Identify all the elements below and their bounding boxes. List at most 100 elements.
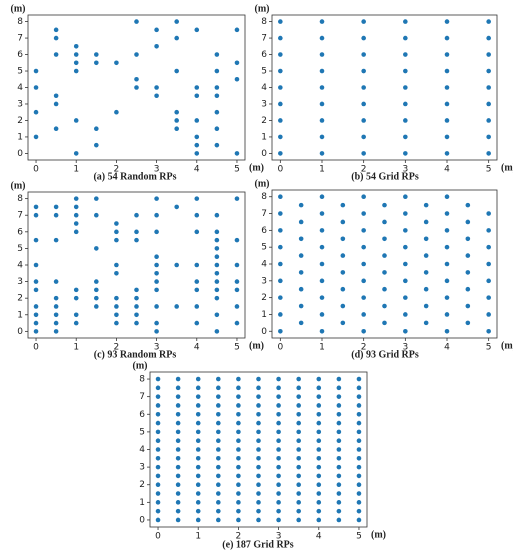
rp-point — [356, 438, 362, 443]
rp-point — [234, 262, 240, 268]
rp-point — [236, 411, 241, 417]
x-tick-label: 4 — [444, 165, 450, 175]
rp-point — [94, 279, 99, 284]
rp-point — [444, 228, 450, 233]
rp-point — [276, 376, 281, 382]
rp-point — [236, 420, 241, 426]
rp-point — [216, 447, 221, 452]
rp-point — [33, 279, 39, 284]
rp-point — [403, 261, 408, 267]
rp-point — [73, 295, 79, 301]
rp-point — [336, 482, 342, 488]
y-tick-label: 1 — [261, 310, 267, 320]
rp-point — [356, 420, 362, 426]
rp-point — [194, 287, 200, 293]
rp-point — [361, 19, 366, 24]
rp-point — [319, 85, 325, 90]
rp-point — [444, 52, 450, 57]
rp-point — [486, 211, 491, 216]
rp-point — [356, 447, 362, 452]
rp-point — [195, 385, 201, 391]
rp-point — [194, 142, 200, 148]
rp-point — [403, 328, 408, 334]
rp-point — [236, 429, 241, 435]
rp-point — [336, 394, 342, 399]
rp-point — [94, 142, 99, 148]
rp-point — [154, 304, 159, 309]
rp-point — [73, 320, 79, 326]
x-tick-label: 0 — [33, 343, 39, 353]
rp-point — [175, 429, 181, 435]
rp-point — [234, 279, 240, 284]
rp-point — [195, 429, 201, 435]
rp-point — [33, 262, 39, 268]
rp-point — [356, 473, 362, 479]
rp-point — [319, 278, 325, 284]
x-tick-label: 1 — [73, 165, 79, 175]
rp-point — [175, 411, 181, 417]
rp-point — [340, 286, 346, 292]
rp-point — [356, 500, 362, 505]
rp-point — [134, 212, 139, 218]
rp-point — [256, 429, 261, 435]
rp-point — [234, 287, 240, 293]
rp-point — [114, 109, 119, 115]
rp-point — [486, 244, 491, 250]
rp-point — [278, 261, 283, 267]
y-tick-label: 2 — [261, 116, 267, 126]
rp-point — [195, 473, 201, 479]
rp-point — [216, 420, 221, 426]
rp-point — [53, 237, 59, 243]
caption: (d) 93 Grid RPs — [351, 349, 419, 360]
y-tick-label: 1 — [17, 132, 23, 142]
rp-point — [195, 456, 201, 461]
rp-point — [216, 438, 221, 443]
y-tick-label: 3 — [261, 99, 267, 109]
rp-point — [276, 403, 281, 408]
rp-point — [155, 464, 161, 470]
rp-point — [361, 68, 366, 74]
rp-point — [278, 134, 283, 140]
rp-point — [316, 420, 322, 426]
rp-point — [403, 134, 408, 140]
rp-point — [256, 500, 261, 505]
rp-point — [214, 262, 220, 268]
rp-point — [33, 109, 39, 115]
rp-point — [298, 236, 304, 242]
rp-point — [195, 447, 201, 452]
rp-point — [194, 262, 200, 268]
rp-point — [195, 403, 201, 408]
rp-point — [236, 517, 241, 523]
rp-point — [486, 35, 491, 41]
rp-point — [336, 491, 342, 496]
rp-point — [298, 202, 304, 208]
rp-point — [94, 287, 99, 293]
y-tick-label: 6 — [17, 50, 23, 60]
rp-point — [336, 456, 342, 461]
rp-point — [234, 237, 240, 243]
rp-point — [276, 447, 281, 452]
y-tick-label: 2 — [139, 480, 145, 490]
rp-point — [33, 304, 39, 309]
rp-point — [175, 385, 181, 391]
rp-point — [236, 438, 241, 443]
rp-point — [356, 411, 362, 417]
rp-point — [278, 228, 283, 233]
rp-point — [444, 101, 450, 107]
plot-frame — [271, 14, 498, 161]
rp-point — [296, 394, 301, 399]
rp-point — [94, 126, 99, 131]
rp-point — [486, 151, 491, 156]
y-tick-label: 2 — [17, 116, 23, 126]
rp-point — [195, 508, 201, 514]
rp-point — [361, 261, 366, 267]
rp-point — [33, 212, 39, 218]
rp-point — [356, 403, 362, 408]
rp-point — [361, 228, 366, 233]
rp-point — [336, 464, 342, 470]
rp-point — [403, 85, 408, 90]
rp-point — [236, 447, 241, 452]
rp-point — [276, 429, 281, 435]
rp-point — [444, 278, 450, 284]
rp-point — [361, 52, 366, 57]
